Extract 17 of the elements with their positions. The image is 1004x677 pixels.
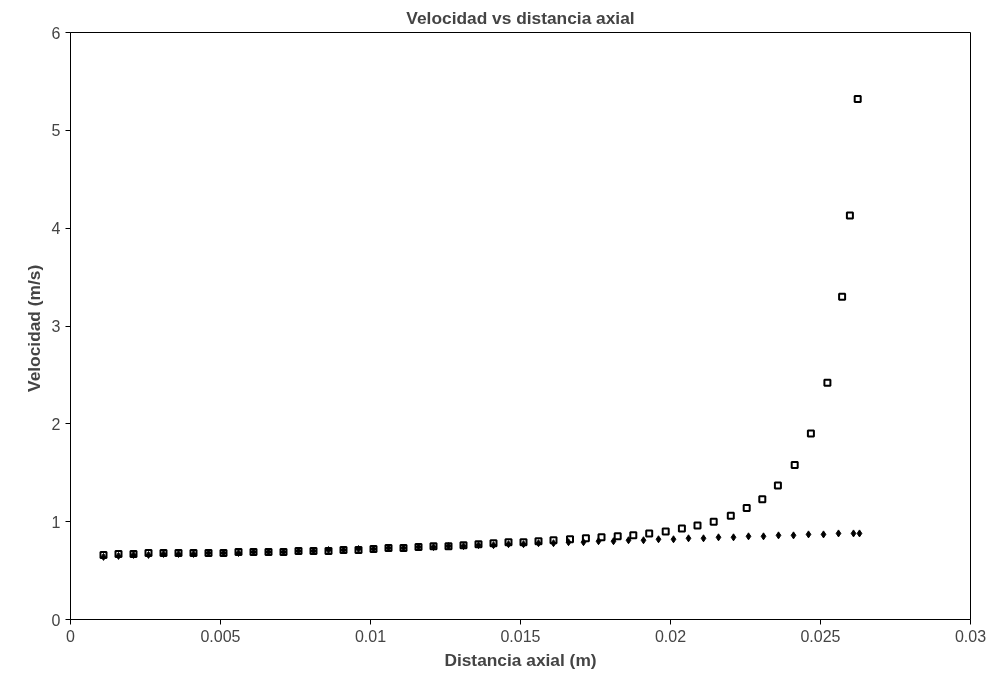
x-tick-label: 0.015 bbox=[500, 627, 541, 645]
chart-title: Velocidad vs distancia axial bbox=[406, 7, 635, 28]
x-tick-label: 0.03 bbox=[954, 627, 987, 645]
x-tick-label: 0.01 bbox=[354, 627, 387, 645]
x-axis-title: Distancia axial (m) bbox=[444, 649, 597, 670]
y-tick-label: 5 bbox=[51, 122, 61, 140]
x-tick-label: 0.025 bbox=[800, 627, 841, 645]
y-tick-label: 2 bbox=[51, 415, 61, 433]
y-tick-label: 4 bbox=[51, 220, 61, 238]
x-tick-label: 0 bbox=[66, 627, 76, 645]
y-axis-title: Velocidad (m/s) bbox=[23, 264, 44, 392]
y-tick-label: 0 bbox=[51, 611, 61, 629]
y-tick-label: 3 bbox=[51, 318, 61, 335]
y-tick-label: 6 bbox=[51, 24, 61, 42]
x-tick-label: 0.02 bbox=[654, 627, 687, 645]
y-tick-label: 1 bbox=[51, 513, 61, 531]
x-tick-label: 0.005 bbox=[200, 627, 241, 645]
